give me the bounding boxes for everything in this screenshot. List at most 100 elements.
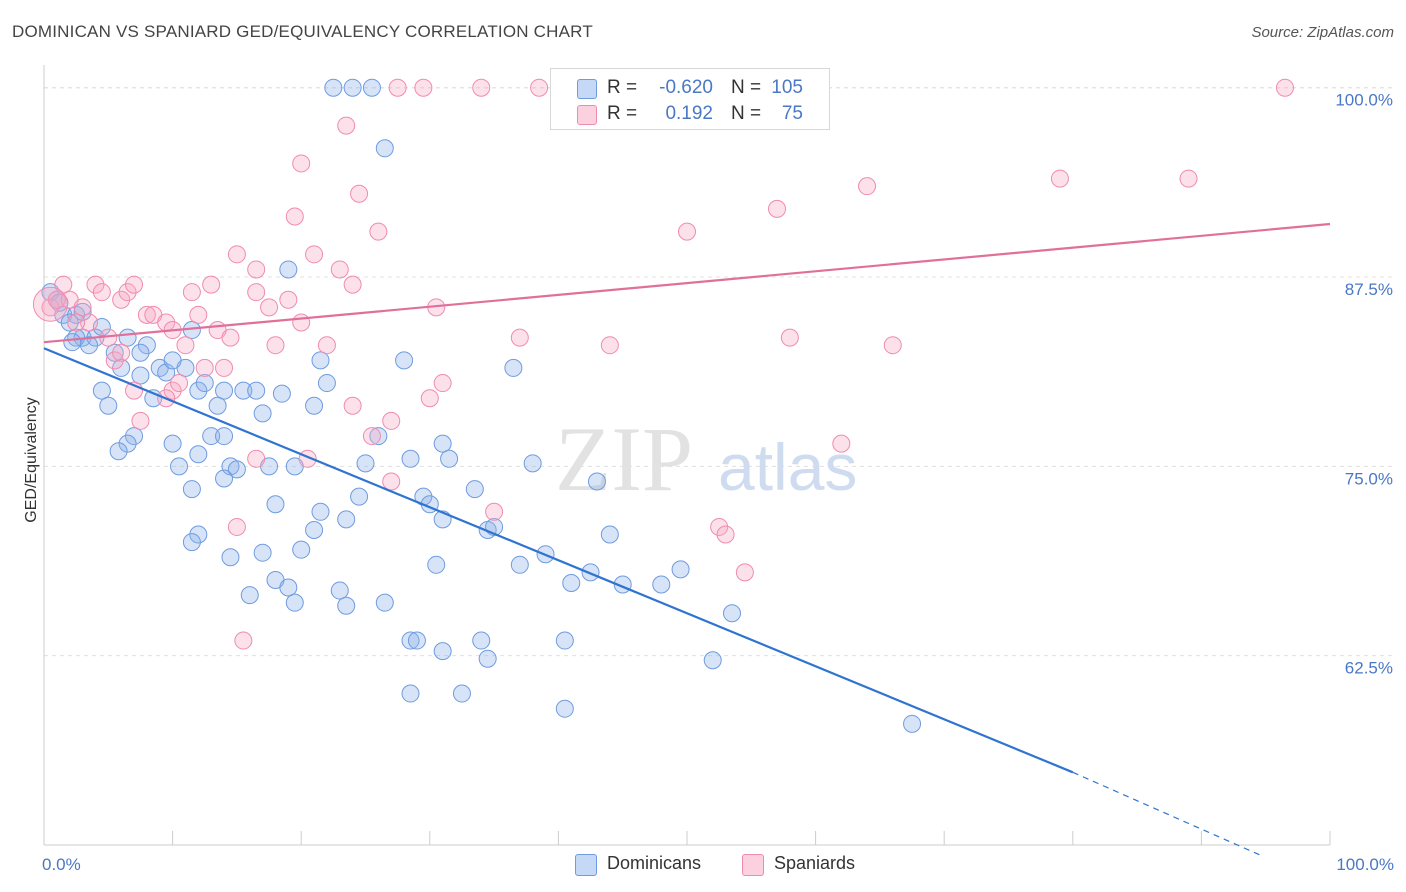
data-point bbox=[137, 305, 156, 324]
data-point bbox=[125, 427, 144, 446]
data-point bbox=[125, 275, 144, 294]
data-point bbox=[92, 283, 111, 302]
data-point bbox=[137, 336, 156, 355]
data-point bbox=[60, 313, 79, 332]
data-point bbox=[253, 404, 272, 423]
data-point bbox=[227, 245, 246, 264]
data-point bbox=[671, 560, 690, 579]
data-point bbox=[485, 502, 504, 521]
data-point bbox=[587, 472, 606, 491]
trend-line-dominicans bbox=[43, 347, 1074, 774]
data-point bbox=[247, 449, 266, 468]
data-point bbox=[600, 525, 619, 544]
data-point bbox=[832, 434, 851, 453]
data-point bbox=[562, 573, 581, 592]
r-label: R = bbox=[607, 77, 638, 98]
data-point bbox=[227, 460, 246, 479]
data-point bbox=[337, 116, 356, 135]
data-point bbox=[221, 548, 240, 567]
data-point bbox=[41, 298, 60, 317]
trend-lines bbox=[43, 222, 1331, 856]
data-point bbox=[118, 328, 137, 347]
data-point bbox=[112, 290, 131, 309]
data-point bbox=[247, 381, 266, 400]
series-legend: Dominicans Spaniards bbox=[0, 852, 1406, 878]
data-point bbox=[780, 328, 799, 347]
n-value: 75 bbox=[781, 103, 803, 124]
data-point bbox=[407, 631, 426, 650]
y-axis-title: GED/Equivalency bbox=[23, 397, 40, 522]
data-point bbox=[311, 502, 330, 521]
y-tick-label: 100.0% bbox=[1335, 91, 1393, 110]
data-point bbox=[414, 78, 433, 97]
data-point bbox=[279, 290, 298, 309]
data-point bbox=[247, 260, 266, 279]
data-point bbox=[32, 286, 68, 322]
data-point bbox=[253, 543, 272, 562]
data-point bbox=[362, 78, 381, 97]
legend-label: Spaniards bbox=[774, 853, 856, 873]
data-point bbox=[305, 396, 324, 415]
data-point bbox=[427, 555, 446, 574]
data-point bbox=[163, 381, 182, 400]
data-point bbox=[343, 78, 362, 97]
data-point bbox=[272, 384, 291, 403]
data-point bbox=[382, 411, 401, 430]
n-label: N = bbox=[731, 103, 762, 124]
data-point bbox=[343, 275, 362, 294]
data-point bbox=[50, 293, 69, 312]
data-point bbox=[420, 389, 439, 408]
data-point bbox=[47, 290, 66, 309]
data-point bbox=[362, 427, 381, 446]
data-point bbox=[401, 631, 420, 650]
data-point bbox=[195, 374, 214, 393]
data-point bbox=[131, 366, 150, 385]
data-point bbox=[208, 396, 227, 415]
data-point bbox=[292, 540, 311, 559]
data-point bbox=[433, 434, 452, 453]
legend-row-spaniards: R = 0.192 N = 75 bbox=[551, 101, 829, 127]
data-point bbox=[523, 454, 542, 473]
data-point bbox=[260, 298, 279, 317]
data-point bbox=[356, 454, 375, 473]
tick-labels: 62.5% 75.0% 87.5% 100.0% 0.0% 100.0% bbox=[42, 91, 1394, 874]
y-tick-label: 87.5% bbox=[1345, 280, 1393, 299]
x-tick-label: 100.0% bbox=[1336, 855, 1394, 874]
data-point bbox=[163, 351, 182, 370]
data-point bbox=[504, 358, 523, 377]
data-point bbox=[80, 313, 99, 332]
data-point bbox=[292, 154, 311, 173]
data-point bbox=[703, 651, 722, 670]
data-point bbox=[279, 260, 298, 279]
data-point bbox=[375, 593, 394, 612]
data-point bbox=[73, 298, 92, 317]
data-point bbox=[109, 442, 128, 461]
data-point bbox=[182, 283, 201, 302]
data-point bbox=[227, 517, 246, 536]
data-point bbox=[652, 575, 671, 594]
data-point bbox=[170, 374, 189, 393]
data-point bbox=[112, 343, 131, 362]
data-point bbox=[215, 358, 234, 377]
y-tick-label: 62.5% bbox=[1345, 659, 1393, 678]
data-point bbox=[710, 517, 729, 536]
data-point bbox=[555, 699, 574, 718]
data-point bbox=[292, 313, 311, 332]
data-point bbox=[555, 631, 574, 650]
data-point bbox=[99, 396, 118, 415]
r-value: 0.192 bbox=[665, 103, 713, 124]
data-point bbox=[247, 283, 266, 302]
data-point bbox=[369, 427, 388, 446]
data-point bbox=[330, 260, 349, 279]
data-point bbox=[189, 381, 208, 400]
n-value: 105 bbox=[771, 77, 803, 98]
data-point bbox=[510, 555, 529, 574]
data-point bbox=[305, 245, 324, 264]
axes bbox=[43, 65, 1331, 846]
data-point bbox=[221, 328, 240, 347]
data-point bbox=[1275, 78, 1294, 97]
n-label: N = bbox=[731, 77, 762, 98]
r-label: R = bbox=[607, 103, 638, 124]
series-dominicans bbox=[41, 78, 922, 733]
data-point bbox=[86, 275, 105, 294]
